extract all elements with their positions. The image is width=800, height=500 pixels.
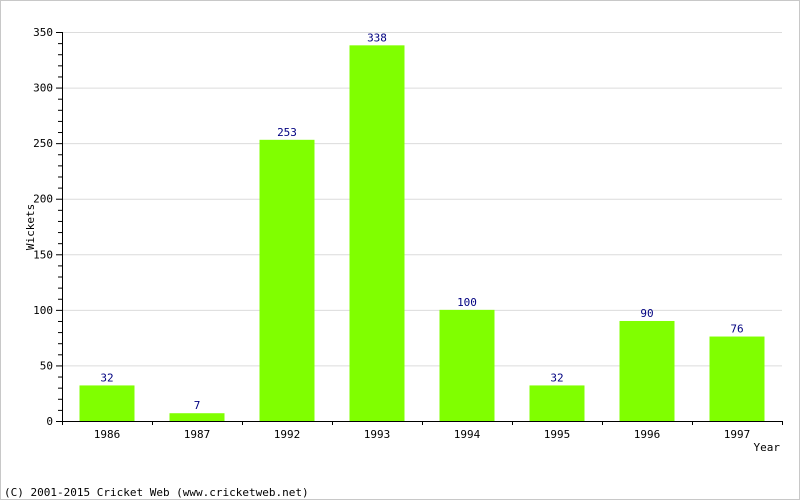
bar-value-label: 76 [730,323,743,336]
y-tick-label: 200 [33,193,53,206]
bar [529,385,585,421]
bar-value-label: 90 [640,307,653,320]
y-tick-label: 250 [33,137,53,150]
bar-value-label: 32 [100,371,113,384]
bar [349,45,405,421]
y-tick-label: 350 [33,26,53,39]
x-tick-label: 1996 [634,428,661,441]
y-tick-label: 100 [33,304,53,317]
bars [79,45,765,421]
copyright-notice: (C) 2001-2015 Cricket Web (www.cricketwe… [4,486,309,499]
x-tick-label: 1994 [454,428,481,441]
labels: 0 50 100 150 200 250 300 350 32 1986 7 1987 253 1992 3… [33,26,750,441]
x-tick-label: 1992 [274,428,301,441]
grid-lines [62,32,782,367]
y-tick-label: 50 [40,359,53,372]
x-tick-label: 1997 [724,428,751,441]
bar-value-label: 253 [277,126,297,139]
bar [709,336,765,421]
bar-value-label: 100 [457,296,477,309]
bar-value-label: 32 [550,371,563,384]
x-tick-label: 1987 [184,428,211,441]
bar [169,413,225,421]
x-tick-label: 1995 [544,428,571,441]
bar [619,320,675,421]
y-axis-title: Wickets [24,204,37,250]
y-tick-label: 150 [33,248,53,261]
axes [56,32,783,425]
x-tick-label: 1993 [364,428,391,441]
bar [79,385,135,421]
bar-value-label: 7 [194,399,201,412]
x-tick-label: 1986 [94,428,121,441]
bar-value-label: 338 [367,31,387,44]
bar [439,309,495,421]
y-tick-label: 300 [33,82,53,95]
bar [259,139,315,421]
x-axis-title: Year [754,441,781,454]
y-tick-label: 0 [46,415,53,428]
